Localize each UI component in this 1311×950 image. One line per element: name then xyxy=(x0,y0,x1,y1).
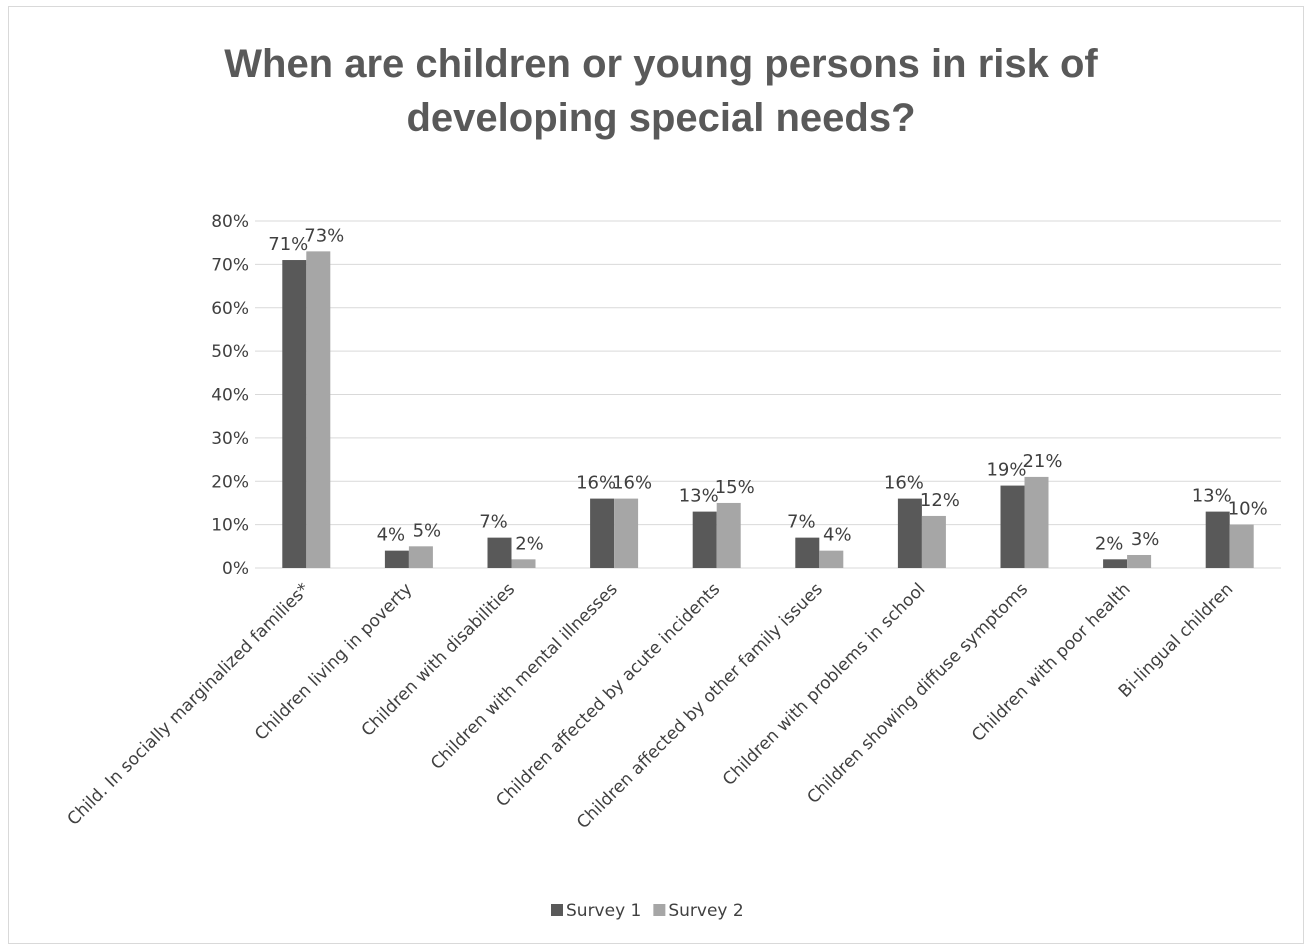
bar-survey-2 xyxy=(306,251,331,569)
data-label: 2% xyxy=(1095,533,1124,554)
legend-label: Survey 1 xyxy=(566,901,641,921)
bar-survey-1 xyxy=(897,498,922,568)
bar-survey-2 xyxy=(1024,476,1049,568)
bar-survey-2 xyxy=(716,502,741,568)
bar-survey-1 xyxy=(1205,511,1230,568)
legend-label: Survey 2 xyxy=(668,901,743,921)
bar-survey-2 xyxy=(921,515,946,568)
bar-survey-2 xyxy=(511,559,536,568)
y-tick-label: 50% xyxy=(211,342,249,362)
y-tick-label: 30% xyxy=(211,429,249,449)
bar-survey-1 xyxy=(590,498,615,568)
data-label: 2% xyxy=(515,533,544,554)
bar-survey-2 xyxy=(408,546,433,568)
data-label: 4% xyxy=(823,525,852,546)
data-label: 13% xyxy=(679,486,719,507)
data-label: 7% xyxy=(479,512,508,533)
legend-swatch xyxy=(551,904,563,916)
data-label: 15% xyxy=(715,477,755,498)
data-label: 7% xyxy=(787,512,816,533)
category-label: Children with problems in school xyxy=(719,579,929,789)
category-label: Children showing diffuse symptoms xyxy=(803,579,1032,808)
bar-survey-1 xyxy=(795,537,820,568)
data-label: 16% xyxy=(884,473,924,494)
data-label: 12% xyxy=(920,490,960,511)
y-tick-label: 40% xyxy=(211,386,249,406)
data-labels: 71%73%4% 5% 7%2%16%16%13%15%7%4%16%12%19%2… xyxy=(268,225,1267,554)
bar-survey-1 xyxy=(1103,559,1128,568)
bar-survey-1 xyxy=(282,260,307,568)
legend-swatch xyxy=(653,904,666,916)
y-tick-label: 80% xyxy=(211,212,249,232)
category-labels: Child. In socially marginalized families… xyxy=(64,579,1238,833)
bar-survey-1 xyxy=(384,550,409,568)
y-tick-label: 20% xyxy=(211,472,249,492)
chart-frame: When are children or young persons in ri… xyxy=(8,6,1304,944)
category-label: Children with mental illnesses xyxy=(427,579,622,774)
category-label: Bi-lingual children xyxy=(1115,579,1237,701)
data-label: 13% xyxy=(1192,486,1232,507)
bar-chart: When are children or young persons in ri… xyxy=(64,42,1281,921)
bar-survey-1 xyxy=(692,511,717,568)
y-tick-label: 60% xyxy=(211,299,249,319)
chart-title-line-1: When are children or young persons in ri… xyxy=(224,42,1098,86)
data-label: 21% xyxy=(1022,451,1062,472)
data-label: 71% xyxy=(268,234,308,255)
bar-survey-2 xyxy=(1127,554,1152,568)
data-label: 5% xyxy=(413,520,442,541)
data-label: 73% xyxy=(304,225,344,246)
y-tick-label: 0% xyxy=(222,559,249,579)
bar-survey-2 xyxy=(1229,524,1254,568)
bar-survey-1 xyxy=(487,537,512,568)
data-label: 10% xyxy=(1228,499,1268,520)
category-label: Children affected by acute incidents xyxy=(492,579,724,811)
data-label: 4% xyxy=(377,525,406,546)
chart-title-line-2: developing special needs? xyxy=(406,96,915,140)
data-label: 16% xyxy=(576,473,616,494)
bar-survey-1 xyxy=(1000,485,1025,568)
data-label: 16% xyxy=(612,473,652,494)
bars xyxy=(282,251,1254,569)
data-label: 3% xyxy=(1131,529,1160,550)
bar-survey-2 xyxy=(819,550,844,568)
legend: Survey 1 Survey 2 xyxy=(551,901,744,921)
y-axis-tick-labels: 0% 10% 20% 30% 40% 50% 60% 70% 80% xyxy=(211,212,249,579)
y-tick-label: 70% xyxy=(211,255,249,275)
y-tick-label: 10% xyxy=(211,516,249,536)
gridlines xyxy=(255,220,1281,569)
bar-survey-2 xyxy=(614,498,639,568)
data-label: 19% xyxy=(986,460,1026,481)
